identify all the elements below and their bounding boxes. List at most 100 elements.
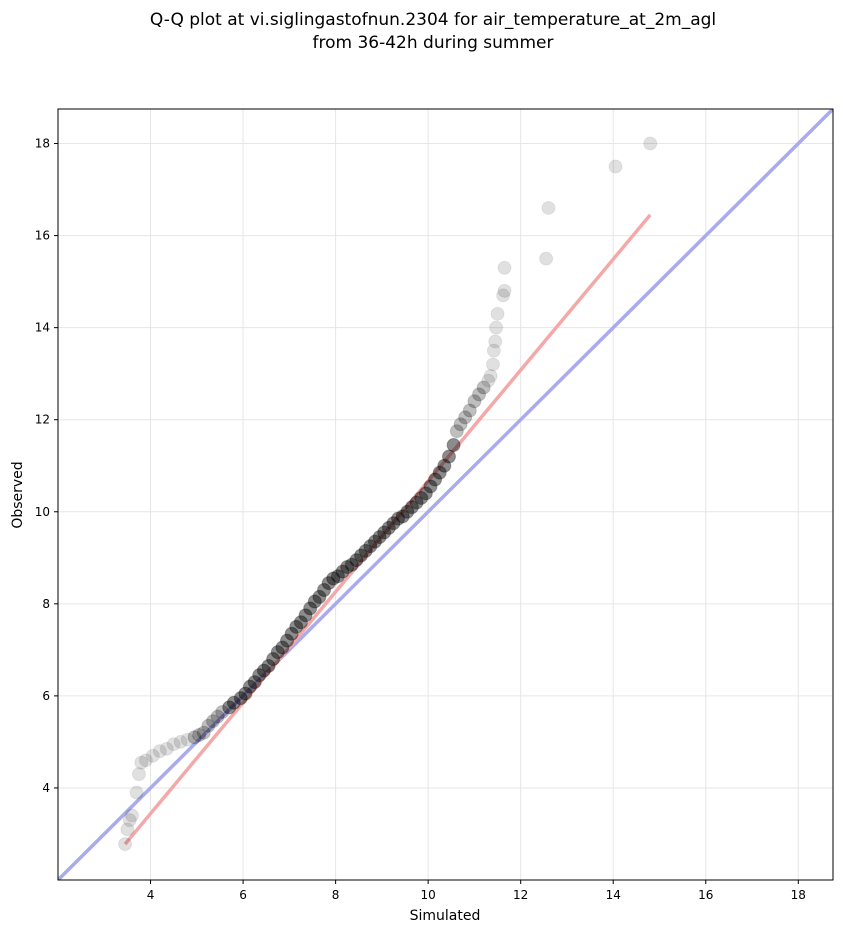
- qq-point: [539, 251, 554, 266]
- qq-point: [159, 741, 174, 756]
- qq-point: [485, 357, 500, 372]
- qq-point: [120, 822, 135, 837]
- qq-point: [458, 410, 473, 425]
- qq-point: [481, 373, 496, 388]
- y-tick-label: 14: [35, 321, 50, 335]
- qq-point: [173, 734, 188, 749]
- qq-point: [372, 530, 387, 545]
- qq-point: [467, 394, 482, 409]
- qq-point: [363, 539, 378, 554]
- qq-point: [280, 633, 295, 648]
- qq-point: [340, 559, 355, 574]
- qq-point: [441, 449, 456, 464]
- qq-point: [201, 718, 216, 733]
- qq-point: [483, 368, 498, 383]
- qq-point: [497, 283, 512, 298]
- qq-point: [118, 837, 133, 852]
- qq-point: [122, 813, 137, 828]
- qq-point: [222, 700, 237, 715]
- qq-point: [409, 495, 424, 510]
- x-tick-label: 16: [698, 888, 713, 902]
- qq-point: [138, 753, 153, 768]
- y-axis-label: Observed: [10, 461, 26, 528]
- qq-point: [215, 704, 230, 719]
- qq-point: [423, 479, 438, 494]
- qq-point: [307, 594, 322, 609]
- qq-point: [541, 200, 556, 215]
- x-tick-label: 10: [421, 888, 436, 902]
- qq-point: [187, 730, 202, 745]
- qq-point: [284, 626, 299, 641]
- qq-point: [266, 652, 281, 667]
- qq-point: [131, 767, 146, 782]
- x-tick-label: 14: [606, 888, 621, 902]
- qq-point: [289, 619, 304, 634]
- qq-point: [476, 380, 491, 395]
- x-tick-label: 12: [513, 888, 528, 902]
- qq-point: [145, 748, 160, 763]
- axis-ticks: 4 6 8 10 12 14 16 18 4 6 8 10 12 14 16 18: [35, 137, 806, 902]
- qq-point: [252, 668, 267, 683]
- qq-point: [643, 136, 658, 151]
- qq-point: [226, 695, 241, 710]
- qq-point: [486, 343, 501, 358]
- qq-point: [391, 511, 406, 526]
- qq-point: [321, 576, 336, 591]
- qq-point: [233, 691, 248, 706]
- qq-point: [298, 608, 313, 623]
- qq-point: [395, 509, 410, 524]
- qq-point: [400, 504, 415, 519]
- y-tick-label: 18: [35, 137, 50, 151]
- qq-point: [462, 403, 477, 418]
- qq-point: [367, 534, 382, 549]
- qq-point: [437, 458, 452, 473]
- qq-point: [180, 732, 195, 747]
- qq-point: [196, 725, 211, 740]
- qq-point: [129, 785, 144, 800]
- y-tick-label: 16: [35, 229, 50, 243]
- qq-point: [152, 744, 167, 759]
- qq-point: [335, 564, 350, 579]
- chart-title-line-2: from 36-42h during summer: [313, 33, 554, 53]
- qq-point: [496, 288, 511, 303]
- qq-point: [256, 663, 271, 678]
- qq-point: [349, 553, 364, 568]
- reference-lines: [58, 109, 833, 880]
- qq-point: [293, 615, 308, 630]
- qq-point: [386, 516, 401, 531]
- qq-point: [344, 557, 359, 572]
- qq-point: [381, 520, 396, 535]
- y-tick-label: 12: [35, 413, 50, 427]
- qq-point: [247, 675, 262, 690]
- qq-point: [312, 589, 327, 604]
- qq-point: [206, 714, 220, 729]
- qq-point: [303, 601, 318, 616]
- x-axis-label: Simulated: [410, 908, 481, 924]
- qq-point: [488, 334, 503, 349]
- qq-point: [428, 472, 443, 487]
- qq-point: [453, 417, 468, 432]
- qq-point: [490, 306, 505, 321]
- qq-point: [432, 465, 447, 480]
- x-tick-label: 18: [791, 888, 806, 902]
- x-tick-label: 4: [147, 888, 155, 902]
- x-tick-label: 6: [239, 888, 247, 902]
- qq-point: [446, 438, 461, 453]
- y-tick-label: 6: [42, 689, 50, 703]
- qq-point: [238, 686, 253, 701]
- y-tick-label: 8: [42, 597, 50, 611]
- y-tick-label: 4: [42, 781, 50, 795]
- qq-point: [449, 424, 464, 439]
- qq-point: [192, 728, 207, 743]
- qq-point: [317, 583, 332, 598]
- qq-point: [210, 709, 225, 724]
- qq-point: [275, 640, 290, 655]
- qq-point: [414, 490, 429, 505]
- grid-lines: [58, 109, 833, 880]
- qq-point: [354, 548, 369, 563]
- qq-points: [118, 136, 658, 852]
- x-tick-label: 8: [332, 888, 340, 902]
- fit-line: [123, 213, 652, 846]
- qq-point: [377, 525, 392, 540]
